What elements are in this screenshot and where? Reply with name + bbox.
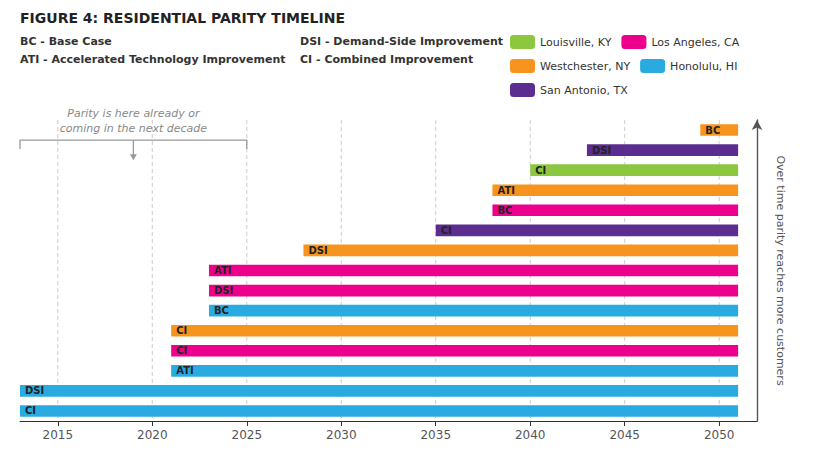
svg-text:CI - Combined Improvement: CI - Combined Improvement bbox=[300, 53, 473, 66]
svg-text:coming in the next decade: coming in the next decade bbox=[60, 122, 208, 135]
svg-text:CI: CI bbox=[535, 165, 546, 176]
svg-text:2020: 2020 bbox=[137, 428, 168, 442]
svg-text:BC - Base Case: BC - Base Case bbox=[20, 35, 112, 48]
svg-text:CI: CI bbox=[441, 225, 452, 236]
svg-text:CI: CI bbox=[176, 345, 187, 356]
svg-text:ATI: ATI bbox=[176, 365, 194, 376]
svg-text:ATI: ATI bbox=[214, 265, 232, 276]
svg-text:CI: CI bbox=[25, 405, 36, 416]
svg-text:ATI - Accelerated Technology I: ATI - Accelerated Technology Improvement bbox=[20, 53, 286, 66]
svg-text:2050: 2050 bbox=[704, 428, 735, 442]
svg-text:Louisville, KY: Louisville, KY bbox=[540, 36, 612, 49]
svg-text:San Antonio, TX: San Antonio, TX bbox=[540, 84, 628, 97]
svg-text:2030: 2030 bbox=[326, 428, 357, 442]
svg-text:Honolulu, HI: Honolulu, HI bbox=[670, 60, 737, 73]
svg-text:BC: BC bbox=[497, 205, 512, 216]
svg-text:Over time parity reaches more: Over time parity reaches more customers bbox=[774, 155, 787, 386]
svg-text:Parity is here already or: Parity is here already or bbox=[67, 107, 201, 120]
svg-text:2025: 2025 bbox=[231, 428, 262, 442]
svg-text:ATI: ATI bbox=[497, 185, 515, 196]
svg-text:FIGURE 4: RESIDENTIAL PARITY T: FIGURE 4: RESIDENTIAL PARITY TIMELINE bbox=[20, 10, 345, 26]
svg-text:DSI: DSI bbox=[214, 285, 233, 296]
svg-text:2040: 2040 bbox=[515, 428, 546, 442]
svg-text:DSI: DSI bbox=[25, 385, 44, 396]
svg-text:DSI: DSI bbox=[308, 245, 327, 256]
svg-text:2035: 2035 bbox=[420, 428, 451, 442]
svg-text:BC: BC bbox=[705, 125, 720, 136]
svg-text:CI: CI bbox=[176, 325, 187, 336]
svg-text:DSI: DSI bbox=[592, 145, 611, 156]
svg-text:Los Angeles, CA: Los Angeles, CA bbox=[651, 36, 739, 49]
svg-text:Westchester, NY: Westchester, NY bbox=[540, 60, 630, 73]
svg-text:2015: 2015 bbox=[43, 428, 74, 442]
svg-text:DSI - Demand-Side Improvement: DSI - Demand-Side Improvement bbox=[300, 35, 503, 48]
svg-text:BC: BC bbox=[214, 305, 229, 316]
svg-text:2045: 2045 bbox=[609, 428, 640, 442]
